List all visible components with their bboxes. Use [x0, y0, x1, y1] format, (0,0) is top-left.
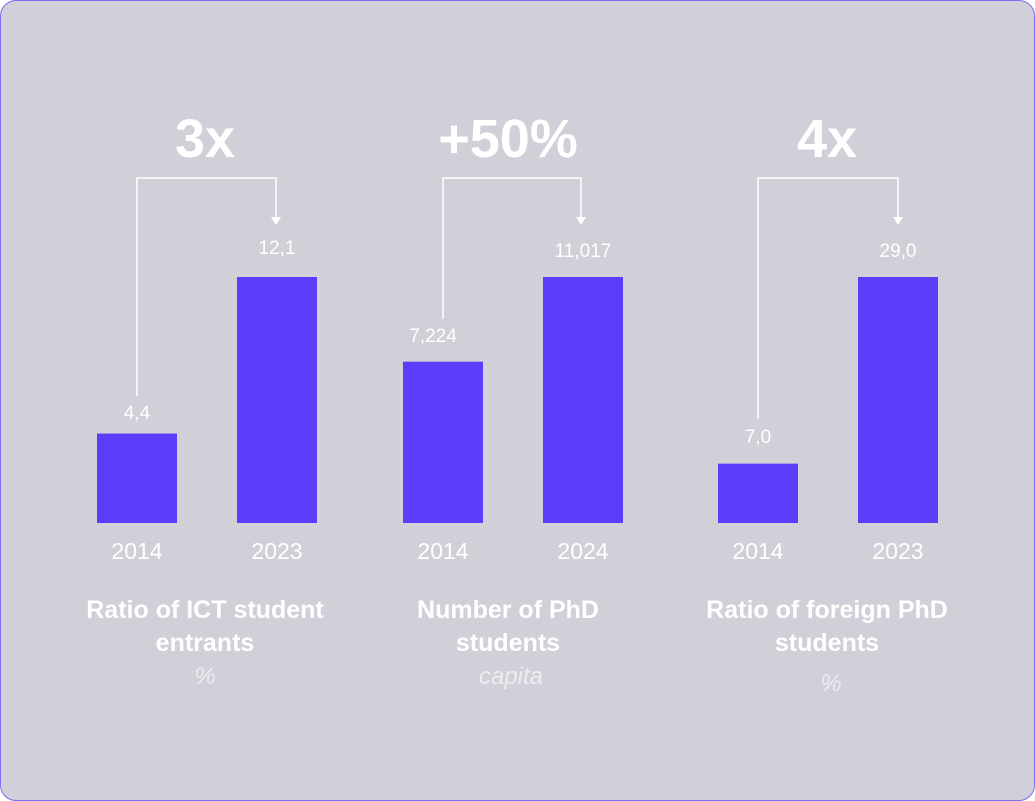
- chart-title-line-2: entrants: [156, 629, 255, 657]
- bar-2: [858, 277, 938, 523]
- chart-title-line-2: students: [775, 629, 879, 657]
- bar-1: [97, 433, 177, 523]
- chart-title-line-1: Ratio of foreign PhD: [706, 596, 948, 624]
- unit-label: capita: [479, 663, 543, 690]
- bar-2: [543, 277, 623, 523]
- category-label-2: 2023: [251, 538, 302, 564]
- category-label-1: 2014: [111, 538, 162, 564]
- change-bracket: [442, 177, 582, 319]
- arrow-down-icon: [893, 217, 903, 225]
- category-label-2: 2023: [872, 538, 923, 564]
- chart-panel-2: +50% 7,224 11,017 2014 2024 Number of Ph…: [403, 109, 623, 690]
- value-label-1: 4,4: [124, 403, 151, 424]
- chart-title-line-2: students: [456, 629, 560, 657]
- change-label: +50%: [438, 109, 578, 169]
- value-label-2: 12,1: [259, 238, 296, 259]
- bar-1: [403, 361, 483, 523]
- chart-title-line-1: Ratio of ICT student: [86, 596, 324, 624]
- category-label-1: 2014: [732, 538, 783, 564]
- arrow-down-icon: [271, 217, 281, 225]
- category-label-1: 2014: [417, 538, 468, 564]
- unit-label: %: [194, 663, 215, 690]
- chart-panel-3: 4x 7,0 29,0 2014 2023 Ratio of foreign P…: [706, 109, 948, 697]
- change-label: 4x: [797, 109, 857, 169]
- value-label-2: 11,017: [555, 241, 612, 262]
- value-label-2: 29,0: [880, 241, 917, 262]
- value-label-1: 7,0: [745, 427, 771, 448]
- change-bracket: [757, 177, 899, 419]
- chart-panel-1: 3x 4,4 12,1 2014 2023 Ratio of ICT stude…: [86, 109, 324, 690]
- unit-label: %: [820, 670, 841, 697]
- change-label: 3x: [175, 109, 235, 169]
- change-bracket: [136, 177, 277, 396]
- category-label-2: 2024: [557, 538, 608, 564]
- arrow-down-icon: [576, 217, 586, 225]
- chart-title-line-1: Number of PhD: [417, 596, 599, 624]
- bar-2: [237, 277, 317, 523]
- bar-1: [718, 463, 798, 523]
- value-label-1: 7,224: [409, 326, 457, 347]
